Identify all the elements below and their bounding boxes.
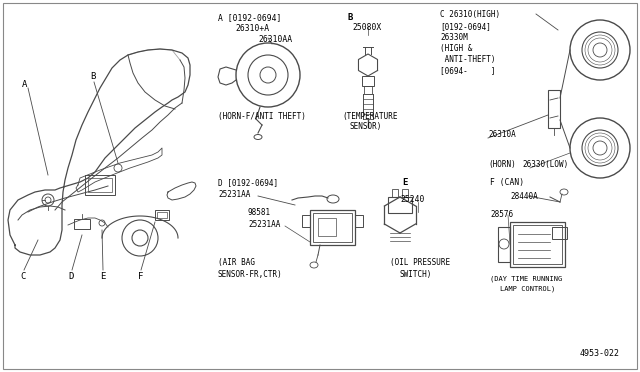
Bar [388, 197, 412, 213]
Text: 26310+A: 26310+A [235, 24, 269, 33]
Bar [364, 86, 372, 94]
Bar [318, 218, 336, 236]
Text: [0694-     ]: [0694- ] [440, 66, 495, 75]
Text: 98581: 98581 [248, 208, 271, 217]
Text: (OIL PRESSURE: (OIL PRESSURE [390, 258, 450, 267]
Bar [313, 213, 352, 242]
Text: (HORN): (HORN) [488, 160, 516, 169]
Text: E: E [402, 178, 408, 187]
Bar [157, 212, 167, 218]
Bar [498, 227, 510, 262]
Text: 26310AA: 26310AA [258, 35, 292, 44]
Text: SENSOR-FR,CTR): SENSOR-FR,CTR) [218, 270, 283, 279]
Text: [0192-0694]: [0192-0694] [440, 22, 491, 31]
Text: ANTI-THEFT): ANTI-THEFT) [440, 55, 495, 64]
Bar [355, 215, 363, 227]
Bar [310, 210, 355, 245]
Text: F: F [138, 272, 143, 281]
Text: E: E [100, 272, 106, 281]
Text: D [0192-0694]: D [0192-0694] [218, 178, 278, 187]
Bar [402, 189, 408, 197]
Bar [85, 175, 115, 195]
Text: (AIR BAG: (AIR BAG [218, 258, 255, 267]
Text: (DAY TIME RUNNING: (DAY TIME RUNNING [490, 275, 563, 282]
Text: 25080X: 25080X [352, 23, 381, 32]
Text: 28440A: 28440A [510, 192, 538, 201]
Text: C 26310(HIGH): C 26310(HIGH) [440, 10, 500, 19]
Text: SENSOR): SENSOR) [350, 122, 382, 131]
Bar [513, 225, 562, 264]
Text: B: B [348, 13, 353, 22]
Text: SWITCH): SWITCH) [400, 270, 433, 279]
Text: (TEMPERATURE: (TEMPERATURE [342, 112, 397, 121]
Text: B: B [90, 72, 95, 81]
Text: 28576: 28576 [490, 210, 513, 219]
Text: (HIGH &: (HIGH & [440, 44, 472, 53]
Bar [302, 215, 310, 227]
Bar [548, 90, 560, 128]
Bar [155, 210, 169, 220]
Bar [510, 222, 565, 267]
Bar [552, 227, 567, 239]
Bar [392, 189, 398, 197]
Text: 4953-022: 4953-022 [580, 349, 620, 358]
Text: LAMP CONTROL): LAMP CONTROL) [500, 286, 556, 292]
Bar [88, 178, 112, 192]
Bar [362, 76, 374, 86]
Text: 25240: 25240 [400, 195, 424, 204]
Text: C: C [20, 272, 26, 281]
Text: A [0192-0694]: A [0192-0694] [218, 13, 282, 22]
Text: 26310A: 26310A [488, 130, 516, 139]
Bar [74, 219, 90, 229]
Text: (HORN-F/ANTI THEFT): (HORN-F/ANTI THEFT) [218, 112, 306, 121]
Text: A: A [22, 80, 28, 89]
Text: D: D [68, 272, 74, 281]
Text: 25231AA: 25231AA [218, 190, 250, 199]
Text: 25231AA: 25231AA [248, 220, 280, 229]
Text: 26330(LOW): 26330(LOW) [522, 160, 568, 169]
Text: 26330M: 26330M [440, 33, 468, 42]
Text: F (CAN): F (CAN) [490, 178, 524, 187]
